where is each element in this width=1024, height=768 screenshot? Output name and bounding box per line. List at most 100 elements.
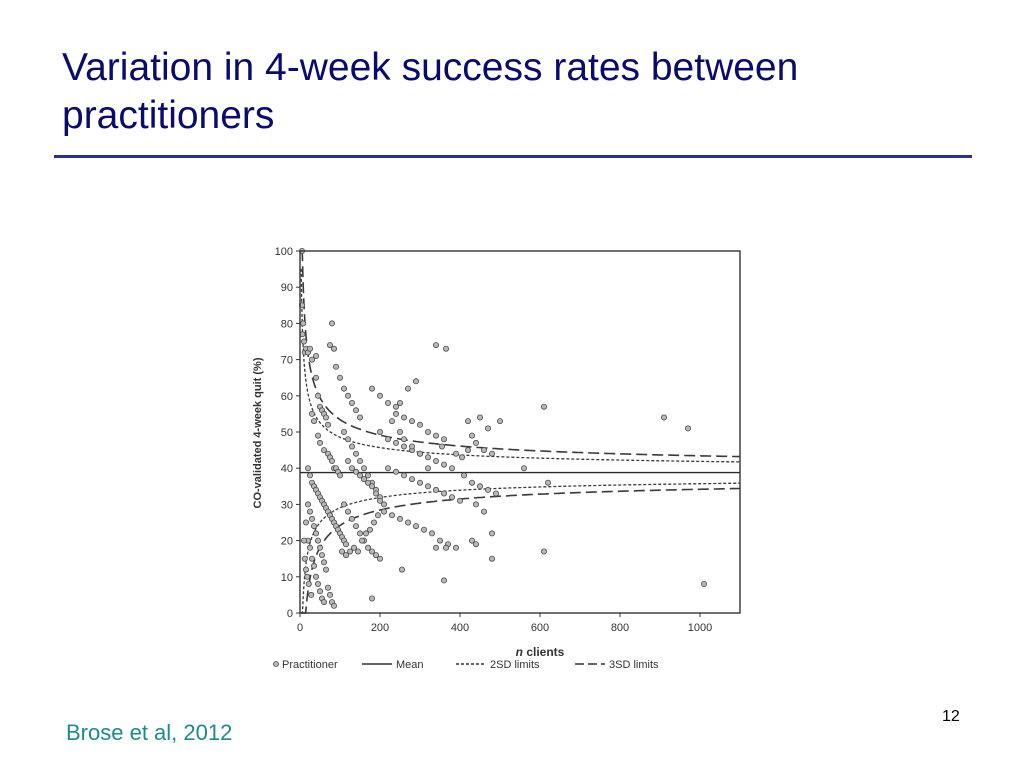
- upper-2sd-limit-line: [300, 268, 740, 463]
- practitioner-point: [347, 548, 354, 555]
- practitioner-point: [301, 338, 308, 345]
- practitioner-point: [345, 508, 352, 515]
- practitioner-point: [309, 515, 316, 522]
- practitioner-point: [345, 436, 352, 443]
- practitioner-point: [372, 490, 379, 497]
- practitioner-point: [436, 537, 443, 544]
- legend-label: 2SD limits: [490, 659, 540, 671]
- practitioner-point: [392, 468, 399, 475]
- practitioner-point: [349, 515, 356, 522]
- practitioner-point: [408, 476, 415, 483]
- practitioner-point: [480, 447, 487, 454]
- practitioner-point: [321, 447, 328, 454]
- practitioner-point: [392, 410, 399, 417]
- practitioner-point: [408, 443, 415, 450]
- practitioner-point: [368, 483, 375, 490]
- lower-2sd-limit-line: [301, 482, 740, 614]
- practitioner-point: [380, 501, 387, 508]
- x-tick-label: 200: [371, 622, 389, 634]
- practitioner-point: [353, 468, 360, 475]
- practitioner-point: [305, 580, 312, 587]
- practitioner-point: [325, 421, 332, 428]
- practitioner-point: [365, 472, 372, 479]
- practitioner-point: [392, 403, 399, 410]
- practitioner-point: [472, 501, 479, 508]
- practitioner-point: [307, 472, 314, 479]
- practitioner-point: [321, 599, 328, 606]
- practitioner-point: [349, 443, 356, 450]
- practitioner-point: [460, 472, 467, 479]
- practitioner-point: [376, 392, 383, 399]
- practitioner-point: [388, 418, 395, 425]
- practitioner-point: [337, 374, 344, 381]
- practitioner-point: [388, 512, 395, 519]
- practitioner-point: [448, 494, 455, 501]
- practitioner-point: [376, 428, 383, 435]
- practitioner-point: [317, 544, 324, 551]
- y-tick-label: 80: [281, 318, 293, 330]
- practitioner-point: [317, 439, 324, 446]
- practitioner-point: [309, 555, 316, 562]
- practitioner-point: [313, 530, 320, 537]
- y-tick-label: 30: [281, 499, 293, 511]
- x-tick-label: 800: [611, 622, 629, 634]
- practitioner-point: [341, 385, 348, 392]
- practitioner-point: [432, 457, 439, 464]
- page-number: 12: [942, 708, 960, 725]
- practitioner-point: [424, 454, 431, 461]
- practitioner-point: [374, 512, 381, 519]
- practitioner-point: [361, 465, 368, 472]
- practitioner-point: [323, 414, 330, 421]
- practitioner-point: [432, 486, 439, 493]
- practitioner-point: [376, 555, 383, 562]
- practitioner-point: [313, 573, 320, 580]
- practitioner-point: [472, 541, 479, 548]
- practitioner-point: [400, 443, 407, 450]
- practitioner-point: [309, 356, 316, 363]
- practitioner-point: [380, 508, 387, 515]
- practitioner-point: [307, 544, 314, 551]
- citation: Brose et al, 2012: [66, 720, 233, 745]
- practitioner-point: [468, 479, 475, 486]
- practitioner-point: [496, 418, 503, 425]
- practitioner-point: [307, 345, 314, 352]
- practitioner-point: [476, 414, 483, 421]
- practitioner-point: [313, 353, 320, 360]
- practitioner-point: [341, 428, 348, 435]
- practitioner-point: [404, 385, 411, 392]
- practitioner-point: [311, 523, 318, 530]
- x-tick-label: 1000: [688, 622, 712, 634]
- practitioner-point: [464, 418, 471, 425]
- practitioner-point: [440, 577, 447, 584]
- practitioner-point: [420, 526, 427, 533]
- practitioner-point: [357, 457, 364, 464]
- practitioner-point: [544, 479, 551, 486]
- practitioner-point: [311, 562, 318, 569]
- y-tick-label: 40: [281, 463, 293, 475]
- practitioner-point: [442, 544, 449, 551]
- practitioner-point: [370, 519, 377, 526]
- practitioner-point: [301, 537, 308, 544]
- practitioner-point: [319, 552, 326, 559]
- practitioner-point: [368, 548, 375, 555]
- practitioner-point: [432, 544, 439, 551]
- practitioner-point: [458, 454, 465, 461]
- x-axis-label-variable: n: [516, 645, 523, 659]
- practitioner-point: [412, 378, 419, 385]
- practitioner-point: [684, 425, 691, 432]
- title-underline: [54, 155, 972, 158]
- practitioner-point: [480, 508, 487, 515]
- practitioner-point: [368, 385, 375, 392]
- practitioner-point: [355, 548, 362, 555]
- practitioner-point: [300, 320, 307, 327]
- practitioner-point: [301, 555, 308, 562]
- x-tick-label: 400: [451, 622, 469, 634]
- practitioner-point: [416, 421, 423, 428]
- practitioner-point: [432, 342, 439, 349]
- practitioner-point: [412, 523, 419, 530]
- practitioner-point: [416, 450, 423, 457]
- practitioner-point: [484, 486, 491, 493]
- practitioner-point: [341, 501, 348, 508]
- practitioner-point: [303, 566, 310, 573]
